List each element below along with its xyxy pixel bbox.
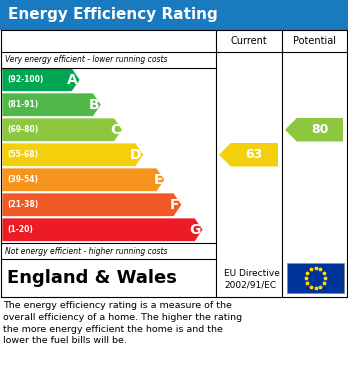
Text: D: D xyxy=(130,148,142,162)
Polygon shape xyxy=(2,218,203,242)
Text: 63: 63 xyxy=(246,148,263,161)
Text: Current: Current xyxy=(231,36,267,46)
Polygon shape xyxy=(2,168,165,192)
Text: A: A xyxy=(67,73,78,87)
Polygon shape xyxy=(285,118,343,142)
Text: Very energy efficient - lower running costs: Very energy efficient - lower running co… xyxy=(5,56,167,65)
Text: (81-91): (81-91) xyxy=(7,100,38,109)
Text: (39-54): (39-54) xyxy=(7,175,38,184)
Text: E: E xyxy=(153,173,163,187)
Text: EU Directive: EU Directive xyxy=(224,269,280,278)
Bar xyxy=(287,263,344,293)
Text: Potential: Potential xyxy=(293,36,336,46)
Text: Energy Efficiency Rating: Energy Efficiency Rating xyxy=(8,7,218,23)
Text: (69-80): (69-80) xyxy=(7,125,38,134)
Text: (1-20): (1-20) xyxy=(7,225,33,234)
Text: 80: 80 xyxy=(311,123,329,136)
Text: F: F xyxy=(170,198,180,212)
Polygon shape xyxy=(2,193,182,217)
Bar xyxy=(0,0,348,30)
Text: 2002/91/EC: 2002/91/EC xyxy=(224,280,276,289)
Text: The energy efficiency rating is a measure of the
overall efficiency of a home. T: The energy efficiency rating is a measur… xyxy=(3,301,242,345)
Polygon shape xyxy=(2,118,122,142)
Text: B: B xyxy=(88,98,99,112)
Polygon shape xyxy=(219,143,278,167)
Text: England & Wales: England & Wales xyxy=(7,269,177,287)
Text: (55-68): (55-68) xyxy=(7,150,38,159)
Text: Not energy efficient - higher running costs: Not energy efficient - higher running co… xyxy=(5,246,167,255)
Text: C: C xyxy=(110,123,120,137)
Text: (21-38): (21-38) xyxy=(7,200,38,209)
Polygon shape xyxy=(2,93,101,117)
Polygon shape xyxy=(2,68,80,91)
Text: G: G xyxy=(190,223,201,237)
Polygon shape xyxy=(2,143,144,167)
Text: (92-100): (92-100) xyxy=(7,75,44,84)
